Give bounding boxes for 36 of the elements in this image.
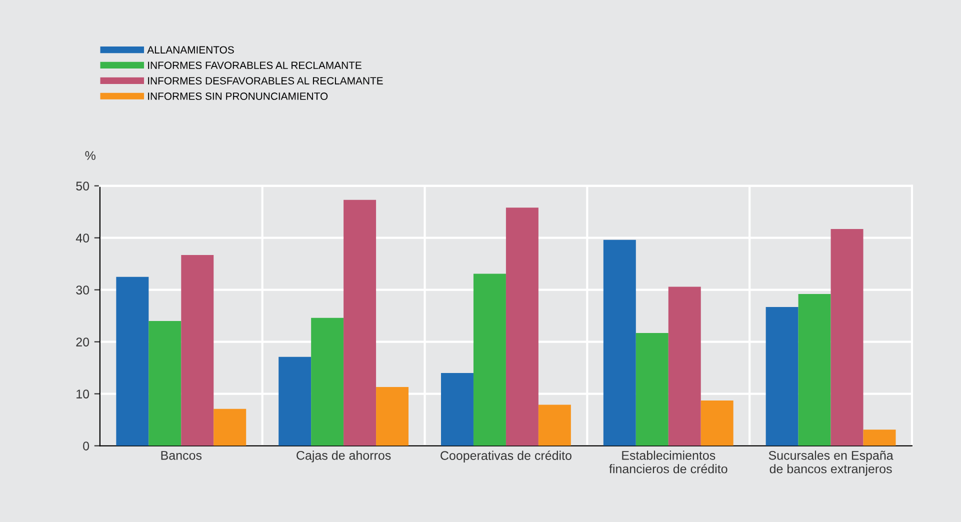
bar [636,332,668,446]
bar [603,240,636,446]
bar [181,254,214,446]
bar [148,321,182,446]
bar [538,404,571,446]
y-tick-label: 20 [76,338,90,346]
bar [473,274,506,446]
legend-label: INFORMES SIN PRONUNCIAMIENTO [148,92,328,100]
bar [830,228,864,446]
y-tick-label: 0 [83,442,90,450]
bar [278,356,312,446]
x-tick-label: Cooperativas de crédito [440,450,572,462]
bar [441,373,474,446]
y-tick-label: 40 [76,234,90,242]
x-tick-label: Cajas de ahorros [296,450,391,462]
legend-label: ALLANAMIENTOS [147,46,234,54]
x-tick-label: Sucursales en España de bancos extranjeros [768,450,894,476]
bar [311,318,344,446]
bar [700,400,734,446]
bar [798,294,831,446]
legend-label: INFORMES DESFAVORABLES AL RECLAMANTE [148,77,383,84]
bar [863,430,896,446]
legend-label: INFORMES FAVORABLES AL RECLAMANTE [148,62,362,70]
y-tick-label: 10 [76,390,90,398]
y-tick-label: 30 [76,286,90,294]
bar [344,200,376,446]
y-axis-title: % [85,151,96,160]
bar [214,408,246,446]
bar [116,276,149,446]
y-tick-label: 50 [76,182,90,190]
bar [668,286,701,446]
x-tick-label: Bancos [161,451,202,460]
x-tick-label: Establecimientos financieros de crédito [609,450,728,474]
bar [376,387,409,446]
bar [506,208,538,446]
bar [766,306,798,446]
